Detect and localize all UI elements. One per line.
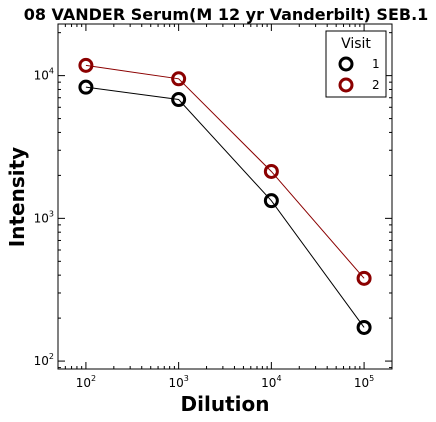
y-axis-label: Intensity <box>5 147 29 247</box>
series-line <box>85 64 365 279</box>
series-1 <box>78 79 372 335</box>
x-tick-label: 105 <box>354 374 374 390</box>
legend-label: 1 <box>372 57 380 71</box>
legend: Visit 1 2 <box>325 30 387 98</box>
series-layer <box>78 57 372 335</box>
data-point <box>171 71 187 87</box>
data-point <box>171 92 187 108</box>
legend-item: 1 <box>338 56 380 72</box>
chart-title: 08 VANDER Serum(M 12 yr Vanderbilt) SEB.… <box>24 5 429 24</box>
y-tick-label: 104 <box>34 67 54 83</box>
data-point <box>78 57 94 73</box>
legend-label: 2 <box>372 78 380 92</box>
data-point <box>263 163 279 179</box>
legend-box <box>325 30 387 98</box>
legend-marker <box>338 77 354 93</box>
axis-ticks: 102 103 104 105 102 103 104 <box>34 24 392 390</box>
data-point <box>78 79 94 95</box>
series-line <box>85 86 365 328</box>
y-tick-label: 102 <box>34 352 54 368</box>
series-2 <box>78 57 372 286</box>
data-point <box>356 319 372 335</box>
x-tick-label: 103 <box>168 374 188 390</box>
data-point <box>356 270 372 286</box>
y-tick-label: 103 <box>34 209 54 225</box>
x-tick-label: 104 <box>261 374 281 390</box>
x-tick-label: 102 <box>76 374 96 390</box>
legend-item: 2 <box>338 77 380 93</box>
legend-title: Visit <box>341 36 371 52</box>
legend-marker <box>338 56 354 72</box>
x-axis-label: Dilution <box>181 392 270 416</box>
data-point <box>263 193 279 209</box>
